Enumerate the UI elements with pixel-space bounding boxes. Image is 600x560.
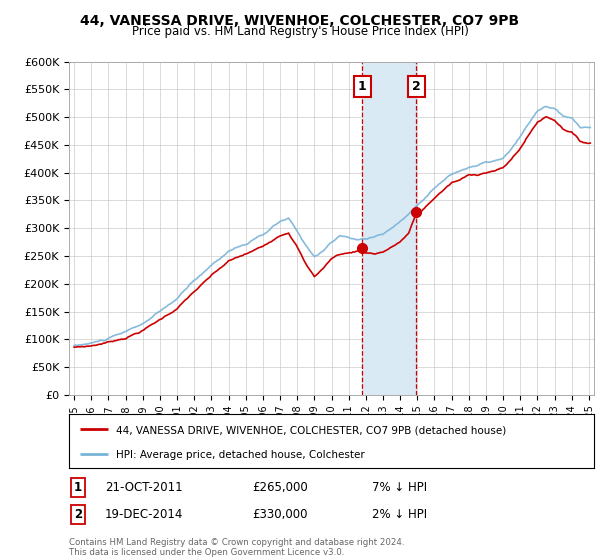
Text: 1: 1	[358, 80, 367, 93]
Text: Price paid vs. HM Land Registry's House Price Index (HPI): Price paid vs. HM Land Registry's House …	[131, 25, 469, 38]
Text: 44, VANESSA DRIVE, WIVENHOE, COLCHESTER, CO7 9PB (detached house): 44, VANESSA DRIVE, WIVENHOE, COLCHESTER,…	[116, 426, 506, 435]
Text: 2: 2	[74, 507, 82, 521]
Text: 2% ↓ HPI: 2% ↓ HPI	[372, 507, 427, 521]
Text: 2: 2	[412, 80, 421, 93]
Text: £265,000: £265,000	[252, 480, 308, 494]
Text: 1: 1	[74, 480, 82, 494]
Text: 7% ↓ HPI: 7% ↓ HPI	[372, 480, 427, 494]
Text: Contains HM Land Registry data © Crown copyright and database right 2024.
This d: Contains HM Land Registry data © Crown c…	[69, 538, 404, 557]
Text: 19-DEC-2014: 19-DEC-2014	[105, 507, 184, 521]
Text: 44, VANESSA DRIVE, WIVENHOE, COLCHESTER, CO7 9PB: 44, VANESSA DRIVE, WIVENHOE, COLCHESTER,…	[80, 14, 520, 28]
Text: £330,000: £330,000	[252, 507, 308, 521]
Bar	[362, 62, 416, 395]
Text: 21-OCT-2011: 21-OCT-2011	[105, 480, 182, 494]
Text: HPI: Average price, detached house, Colchester: HPI: Average price, detached house, Colc…	[116, 450, 365, 460]
